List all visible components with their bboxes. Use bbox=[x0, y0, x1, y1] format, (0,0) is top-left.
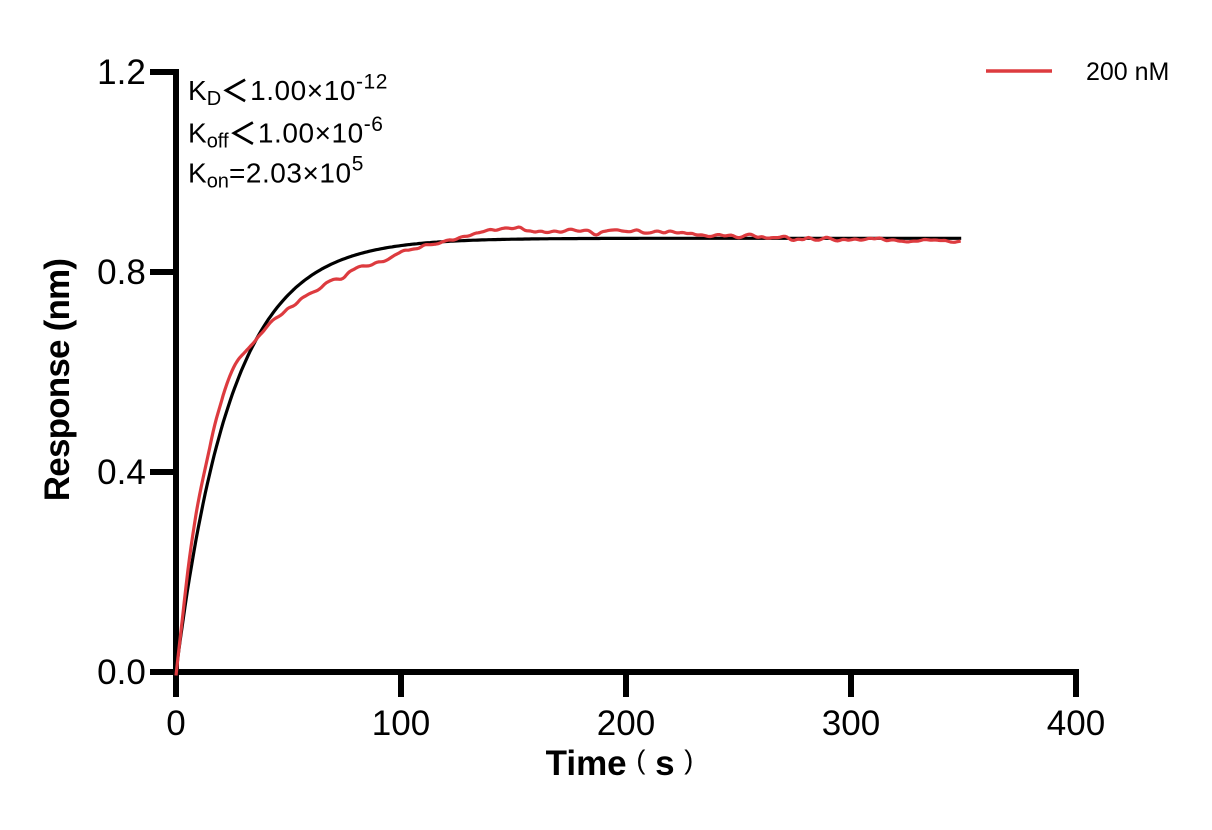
svg-text:1.00×10-6: 1.00×10-6 bbox=[258, 113, 384, 149]
svg-text:0.0: 0.0 bbox=[97, 653, 146, 692]
svg-text:400: 400 bbox=[1047, 704, 1105, 743]
svg-text:0: 0 bbox=[166, 704, 185, 743]
svg-text:100: 100 bbox=[372, 704, 430, 743]
svg-text:200 nM: 200 nM bbox=[1086, 58, 1169, 86]
svg-text:1.00×10-12: 1.00×10-12 bbox=[250, 70, 388, 106]
svg-text:0.8: 0.8 bbox=[97, 253, 146, 292]
svg-text:200: 200 bbox=[597, 704, 655, 743]
svg-text:Kon=2.03×105: Kon=2.03×105 bbox=[188, 153, 363, 193]
svg-text:Response (nm): Response (nm) bbox=[38, 259, 77, 501]
svg-text:300: 300 bbox=[822, 704, 880, 743]
svg-text:Koff: Koff bbox=[188, 118, 229, 153]
svg-text:0.4: 0.4 bbox=[97, 453, 146, 492]
svg-text:1.2: 1.2 bbox=[97, 53, 146, 92]
svg-text:Time ( s ): Time ( s ) bbox=[546, 744, 694, 783]
